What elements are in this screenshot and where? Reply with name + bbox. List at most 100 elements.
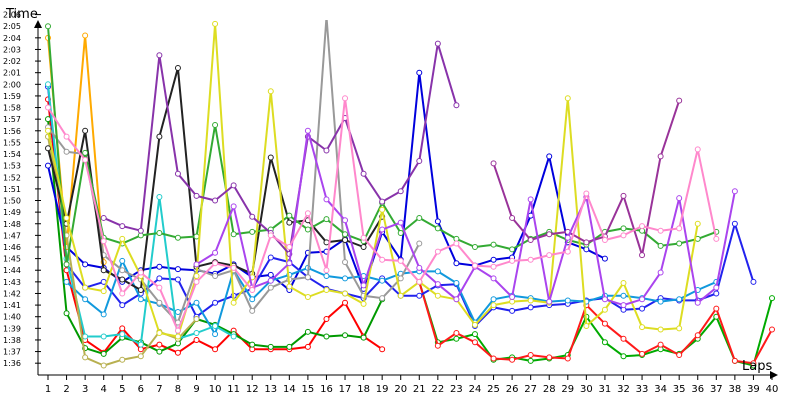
x-axis-title: Laps [742, 359, 772, 374]
data-point [82, 296, 89, 303]
y-tick-label: 2:05 [3, 22, 21, 31]
y-tick-label: 1:58 [3, 104, 21, 113]
data-point [620, 302, 627, 309]
data-point [119, 356, 126, 363]
data-point [119, 276, 126, 283]
series-line [47, 119, 384, 355]
y-tick-label: 1:47 [3, 231, 21, 240]
data-point [100, 238, 107, 245]
data-point [360, 282, 367, 289]
data-point [323, 239, 330, 246]
data-point [230, 182, 237, 189]
data-point [564, 248, 571, 255]
data-point [676, 225, 683, 232]
data-point [137, 341, 144, 348]
data-point [137, 269, 144, 276]
data-point [82, 32, 89, 39]
data-point [304, 328, 311, 335]
data-point [82, 284, 89, 291]
data-point [527, 196, 534, 203]
y-axis-ticks: 1:36 1:37 1:38 1:39 1:40 1:41 1:42 1:43 1:44 1:45… [3, 11, 41, 368]
series-6 [63, 257, 720, 338]
data-point [453, 280, 460, 287]
data-point [657, 153, 664, 160]
data-point [137, 286, 144, 293]
data-point [249, 307, 256, 314]
x-tick-label: 18 [357, 384, 370, 395]
data-point [657, 227, 664, 234]
data-point [434, 342, 441, 349]
data-point [379, 198, 386, 205]
series-17 [45, 95, 720, 334]
data-point [434, 225, 441, 232]
data-point [174, 349, 181, 356]
data-point [212, 346, 219, 353]
data-point [323, 316, 330, 323]
data-point [601, 306, 608, 313]
data-point [212, 299, 219, 306]
data-point [490, 256, 497, 263]
data-point [193, 192, 200, 199]
data-point [119, 267, 126, 274]
data-point [174, 170, 181, 177]
series-4 [45, 69, 608, 293]
data-point [286, 219, 293, 226]
y-tick-label: 1:40 [3, 313, 21, 322]
data-point [137, 296, 144, 303]
data-point [657, 242, 664, 249]
data-point [750, 278, 757, 285]
y-tick-label: 1:51 [3, 185, 21, 194]
data-point [342, 290, 349, 297]
data-point [694, 220, 701, 227]
data-point [564, 95, 571, 102]
data-point [100, 362, 107, 369]
data-point [63, 261, 70, 268]
data-point [119, 325, 126, 332]
data-point [416, 214, 423, 221]
series-15 [490, 97, 683, 259]
data-point [119, 257, 126, 264]
x-tick-label: 21 [413, 384, 426, 395]
data-point [286, 243, 293, 250]
data-point [82, 156, 89, 163]
x-tick-label: 20 [394, 384, 407, 395]
data-point [342, 217, 349, 224]
data-point [713, 284, 720, 291]
x-tick-label: 24 [469, 384, 482, 395]
data-point [509, 356, 516, 363]
data-point [694, 146, 701, 153]
data-point [546, 153, 553, 160]
y-tick-label: 2:04 [3, 34, 21, 43]
data-point [434, 218, 441, 225]
x-tick-label: 32 [617, 384, 630, 395]
data-point [212, 197, 219, 204]
y-tick-label: 1:42 [3, 289, 21, 298]
data-point [63, 148, 70, 155]
data-point [509, 293, 516, 300]
y-axis-arrow [34, 20, 42, 28]
data-point [490, 160, 497, 167]
series-16 [193, 127, 738, 309]
y-axis-title: Time [5, 7, 38, 22]
x-tick-label: 19 [376, 384, 389, 395]
x-tick-label: 30 [580, 384, 593, 395]
data-point [100, 311, 107, 318]
data-point [453, 102, 460, 109]
data-point [212, 20, 219, 27]
data-point [620, 225, 627, 232]
data-point [509, 214, 516, 221]
data-point [193, 329, 200, 336]
data-point [360, 234, 367, 241]
data-point [713, 235, 720, 242]
data-point [100, 267, 107, 274]
series-line [418, 281, 773, 365]
y-tick-label: 1:38 [3, 336, 21, 345]
x-tick-label: 14 [283, 384, 296, 395]
data-point [453, 296, 460, 303]
y-tick-label: 2:03 [3, 45, 21, 54]
data-point [639, 305, 646, 312]
x-tick-label: 13 [264, 384, 277, 395]
data-point [82, 261, 89, 268]
x-tick-label: 39 [747, 384, 760, 395]
data-point [676, 195, 683, 202]
